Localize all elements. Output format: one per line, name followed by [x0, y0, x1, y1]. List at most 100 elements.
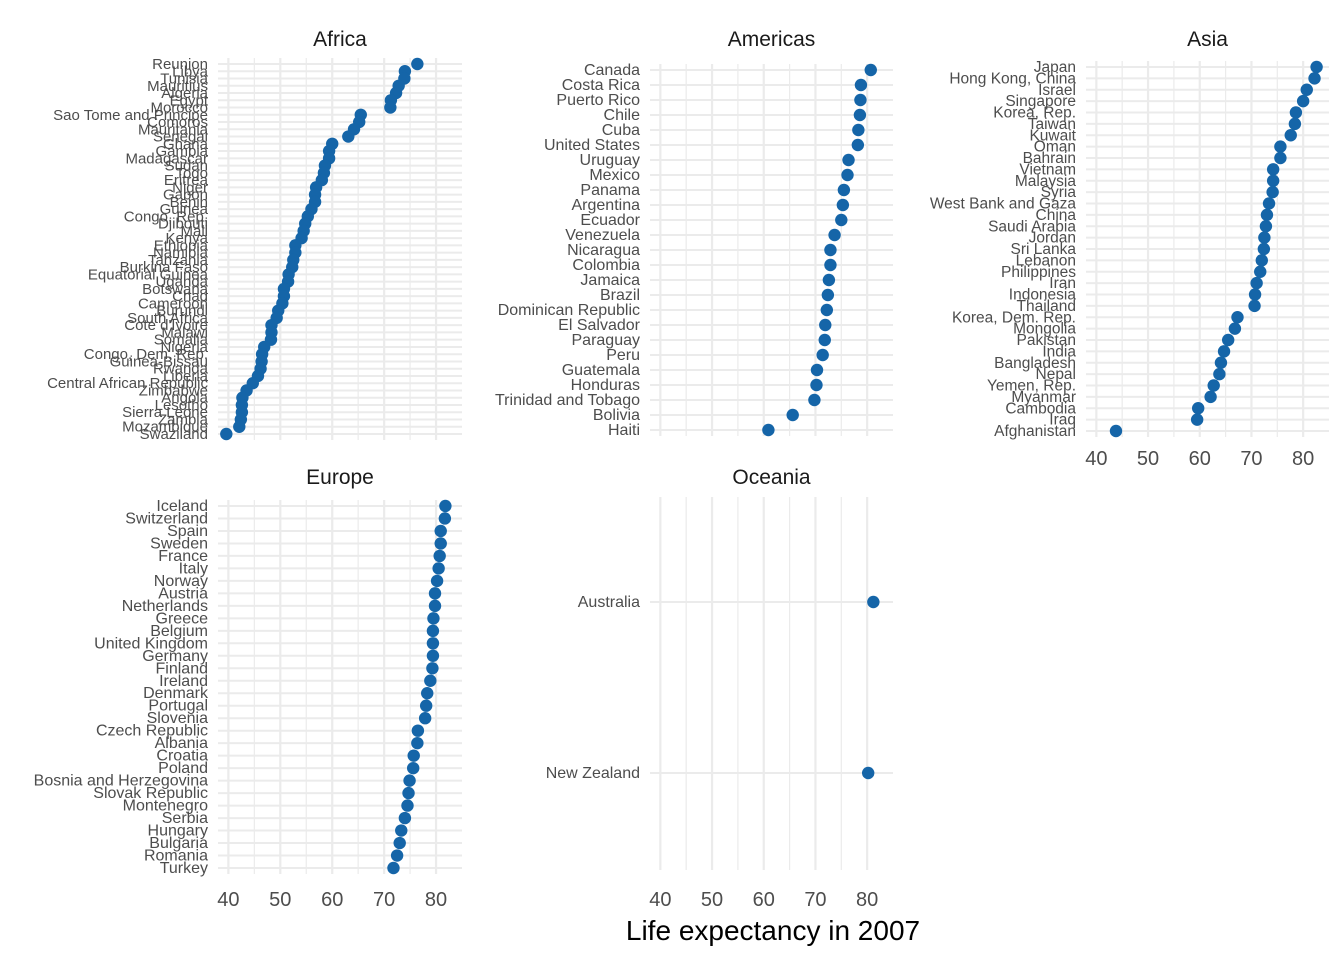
data-point [828, 228, 841, 242]
category-label: Mali [180, 223, 208, 240]
x-tick-label: 50 [1137, 448, 1159, 470]
category-label: Nigeria [160, 339, 208, 356]
data-point [424, 674, 437, 687]
data-point [1260, 208, 1274, 222]
category-label: Lesotho [155, 397, 208, 414]
x-tick-label: 50 [701, 889, 723, 911]
category-label: Tanzania [148, 252, 209, 269]
data-point [821, 288, 835, 302]
data-point [390, 849, 404, 862]
category-label: Jordan [1029, 230, 1076, 247]
category-label: Israel [1038, 82, 1076, 99]
category-label: Cambodia [1005, 400, 1076, 417]
data-point [1289, 106, 1303, 119]
category-label: Egypt [170, 92, 209, 109]
category-label: Kuwait [1029, 127, 1076, 144]
category-label: India [1042, 343, 1076, 360]
category-label: Slovak Republic [93, 785, 208, 802]
panel-europe: Europe IcelandSwitzerlandSpainSwedenFranc… [34, 466, 462, 911]
category-label: Serbia [162, 810, 208, 827]
category-label: Chile [604, 107, 641, 124]
category-label: Philippines [1001, 264, 1076, 281]
category-label: Uganda [155, 274, 208, 291]
category-label: Finland [156, 660, 208, 677]
category-label: France [158, 548, 208, 565]
category-label: Burundi [156, 303, 208, 320]
category-label: Kenya [165, 230, 208, 247]
category-label: Montenegro [123, 798, 208, 815]
data-point [426, 624, 440, 638]
data-point [1191, 402, 1205, 415]
data-point [426, 662, 439, 675]
category-label: Togo [175, 165, 208, 182]
data-point [1231, 311, 1244, 324]
data-point [433, 549, 446, 563]
category-label: Ireland [159, 673, 208, 690]
category-label: Costa Rica [562, 77, 640, 94]
category-label: Guinea [160, 201, 209, 218]
category-label: Bosnia and Herzegovina [34, 773, 208, 790]
data-point [762, 423, 775, 437]
data-point [407, 749, 420, 762]
data-point [421, 687, 434, 700]
data-point [393, 836, 406, 850]
category-label: Botswana [142, 281, 209, 298]
data-point [1300, 83, 1313, 96]
category-label: Djibouti [158, 216, 208, 233]
x-tick-label: 50 [269, 889, 291, 911]
data-point [434, 537, 447, 550]
category-label: Belgium [150, 623, 208, 640]
x-tick-label: 80 [1292, 448, 1314, 470]
category-label: Bolivia [593, 407, 640, 424]
data-point [426, 637, 440, 650]
category-label: China [1036, 207, 1077, 224]
x-tick-label: 80 [425, 889, 447, 911]
data-point [1288, 117, 1302, 131]
x-tick-label: 70 [1240, 448, 1262, 470]
category-label: Trinidad and Tobago [495, 392, 640, 409]
category-label: Madagascar [125, 150, 208, 167]
category-label: Czech Republic [96, 723, 208, 740]
data-point [419, 699, 433, 712]
category-label: Congo, Dem. Rep. [84, 346, 208, 363]
category-label: Iran [1049, 275, 1076, 292]
data-point [1250, 276, 1263, 290]
data-point [808, 393, 821, 407]
category-label: Malawi [161, 324, 208, 341]
category-label: Greece [156, 610, 209, 627]
category-label: Bangladesh [994, 355, 1076, 372]
category-label: Iceland [156, 498, 208, 515]
data-point [403, 774, 416, 787]
category-label: United States [544, 137, 640, 154]
data-point [411, 57, 424, 71]
category-label: Sri Lanka [1011, 241, 1077, 258]
category-label: Mongolia [1013, 321, 1076, 338]
category-label: Algeria [161, 85, 208, 102]
category-label: Denmark [143, 685, 209, 702]
data-point [810, 378, 823, 392]
category-label: Spain [167, 523, 208, 540]
data-point [1207, 379, 1220, 392]
category-label: Yemen, Rep. [987, 378, 1076, 395]
category-label: Liberia [163, 368, 209, 385]
category-label: Ghana [163, 136, 209, 153]
category-label: Malaysia [1015, 173, 1077, 190]
category-label: Puerto Rico [556, 92, 640, 109]
category-label: Italy [179, 560, 208, 577]
category-label: Sao Tome and Principe [53, 107, 208, 124]
category-label: Canada [584, 62, 640, 79]
panel-title: Europe [306, 466, 374, 489]
category-label: Tunisia [160, 71, 208, 88]
data-point [1274, 140, 1287, 153]
category-label: West Bank and Gaza [930, 196, 1077, 213]
data-point [861, 766, 875, 780]
data-point [430, 574, 444, 588]
data-point [835, 213, 848, 227]
category-label: Uruguay [580, 152, 640, 169]
data-point [820, 303, 834, 317]
category-label: Cuba [602, 122, 640, 139]
category-label: Australia [578, 594, 640, 611]
data-point [438, 512, 452, 525]
